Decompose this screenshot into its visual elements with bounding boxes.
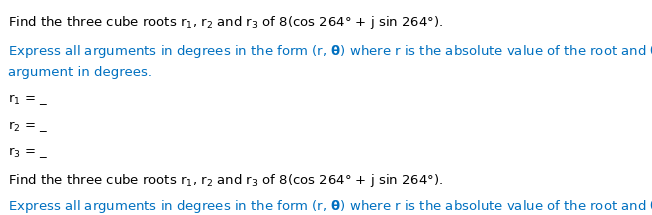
Text: Find the three cube roots r$_{1}$, r$_{2}$ and r$_{3}$ of 8(cos 264° + j sin 264: Find the three cube roots r$_{1}$, r$_{2…	[8, 14, 443, 31]
Text: r$_{1}$ = _: r$_{1}$ = _	[8, 92, 48, 107]
Text: Express all arguments in degrees in the form (r, $\mathbf{\theta}$) where r is t: Express all arguments in degrees in the …	[8, 198, 652, 215]
Text: r$_{3}$ = _: r$_{3}$ = _	[8, 145, 48, 160]
Text: argument in degrees.: argument in degrees.	[8, 66, 152, 78]
Text: Find the three cube roots r$_{1}$, r$_{2}$ and r$_{3}$ of 8(cos 264° + j sin 264: Find the three cube roots r$_{1}$, r$_{2…	[8, 172, 443, 189]
Text: Express all arguments in degrees in the form (r, $\mathbf{\theta}$) where r is t: Express all arguments in degrees in the …	[8, 43, 652, 60]
Text: r$_{2}$ = _: r$_{2}$ = _	[8, 119, 48, 134]
